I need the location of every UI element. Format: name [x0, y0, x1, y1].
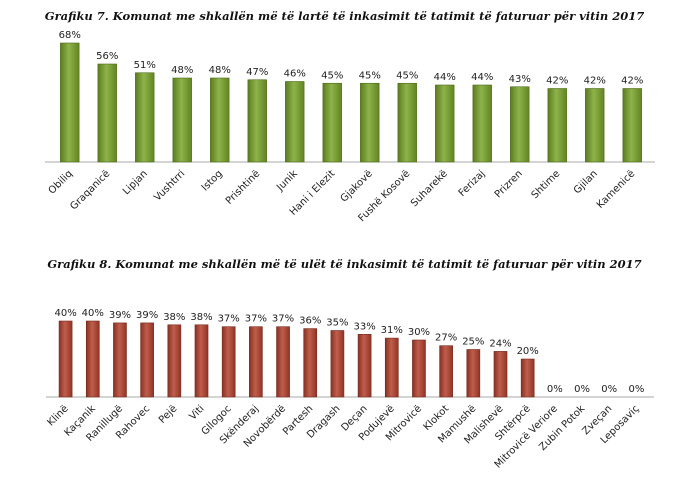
data-label: 51% — [134, 60, 156, 71]
bar — [439, 345, 453, 398]
category-label: Vushtrri — [152, 168, 187, 203]
data-label: 35% — [326, 318, 348, 329]
data-label: 45% — [321, 70, 343, 81]
data-label: 40% — [54, 308, 76, 319]
data-label: 46% — [284, 69, 306, 80]
bar — [322, 82, 342, 163]
category-label: Suharekë — [409, 168, 450, 209]
category-label: Prishtinë — [224, 168, 263, 207]
data-label: 56% — [96, 51, 118, 62]
chart-title: Grafiku 7. Komunat me shkallën më të lar… — [44, 9, 645, 23]
data-label: 40% — [82, 308, 104, 319]
category-label: Lipjan — [121, 168, 150, 197]
bar — [135, 72, 155, 163]
chart-bottom: Grafiku 8. Komunat me shkallën më të ulë… — [0, 248, 689, 485]
data-label: 24% — [489, 338, 511, 349]
data-label: 37% — [272, 314, 294, 325]
category-label: Gjilan — [572, 168, 600, 196]
bar — [435, 84, 455, 163]
category-label: Viti — [187, 403, 206, 422]
category-label: Prizren — [493, 168, 525, 200]
bar — [384, 337, 399, 398]
data-label: 37% — [245, 314, 267, 325]
data-label: 31% — [381, 325, 403, 336]
bar — [113, 322, 127, 398]
bar-chart-lowest: 40%Klinë40%Kaçanik39%Ranillugë39%Rahovec… — [46, 308, 654, 471]
data-label: 48% — [209, 65, 231, 76]
bar — [412, 339, 426, 398]
data-label: 20% — [517, 346, 539, 357]
data-label: 39% — [136, 310, 158, 321]
category-label: Gjakovë — [339, 168, 375, 204]
bar — [397, 82, 417, 163]
bar — [357, 334, 372, 398]
bar — [330, 330, 345, 398]
data-label: 44% — [471, 72, 493, 83]
category-label: Obiliq — [47, 168, 75, 196]
bar — [97, 63, 117, 163]
data-label: 38% — [163, 312, 185, 323]
bar — [493, 351, 508, 398]
category-label: Graqanicë — [68, 168, 112, 212]
bar — [472, 84, 492, 163]
data-label: 36% — [299, 316, 321, 327]
data-label: 38% — [190, 312, 212, 323]
data-label: 25% — [462, 337, 484, 348]
category-label: Ferizaj — [457, 168, 488, 199]
bar — [58, 320, 73, 398]
data-label: 30% — [408, 327, 430, 338]
category-label: Pejë — [157, 403, 179, 425]
category-label: Shtime — [530, 168, 563, 201]
data-label: 39% — [109, 310, 131, 321]
bar — [85, 320, 100, 398]
bar — [167, 324, 182, 398]
bar — [247, 79, 267, 163]
data-label: 42% — [584, 76, 606, 87]
data-label: 0% — [601, 384, 617, 395]
data-label: 45% — [359, 70, 381, 81]
bar — [60, 42, 80, 163]
bar — [520, 358, 535, 398]
bar — [585, 88, 605, 163]
data-label: 44% — [434, 72, 456, 83]
data-label: 68% — [59, 30, 81, 41]
data-label: 0% — [574, 384, 590, 395]
bar-chart-highest: 68% Obiliq 56% Graqanicë 51% Lipjan 48% Vushtrr… — [45, 30, 655, 224]
data-label: 42% — [546, 76, 568, 87]
bar — [510, 86, 530, 163]
category-label: Istog — [200, 168, 225, 193]
bar — [622, 88, 642, 163]
bar — [360, 82, 380, 163]
bar — [140, 322, 154, 398]
bar — [194, 324, 209, 398]
category-label: Kamenicë — [595, 168, 638, 211]
data-label: 43% — [509, 74, 531, 85]
data-label: 27% — [435, 333, 457, 344]
bar — [547, 88, 567, 163]
bar — [249, 326, 263, 398]
data-label: 42% — [621, 76, 643, 87]
data-label: 37% — [218, 314, 240, 325]
bar — [285, 81, 305, 163]
data-label: 33% — [353, 321, 375, 332]
bar — [210, 77, 230, 163]
category-label: Junik — [274, 168, 300, 194]
bar — [172, 77, 192, 163]
bar — [466, 349, 481, 398]
chart-title: Grafiku 8. Komunat me shkallën më të ulë… — [47, 257, 642, 271]
data-label: 0% — [628, 384, 644, 395]
category-label: Klinë — [46, 403, 71, 428]
bar — [303, 328, 318, 398]
data-label: 45% — [396, 70, 418, 81]
data-label: 0% — [547, 384, 563, 395]
data-label: 47% — [246, 67, 268, 78]
chart-top: Grafiku 7. Komunat me shkallën më të lar… — [44, 9, 655, 224]
bar — [221, 326, 236, 398]
bar — [276, 326, 290, 398]
data-label: 48% — [171, 65, 193, 76]
